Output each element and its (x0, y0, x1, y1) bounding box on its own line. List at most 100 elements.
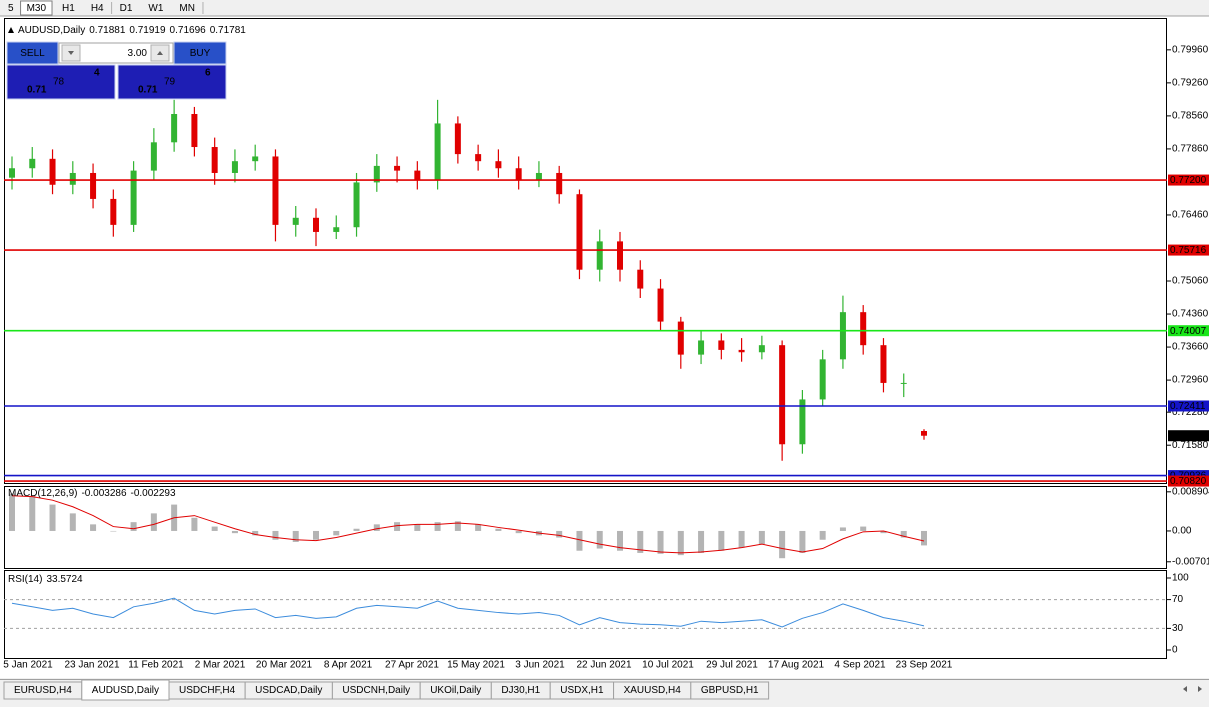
histogram-bar (819, 530, 826, 540)
symbol-tab-bg[interactable] (690, 681, 770, 700)
histogram-bar (495, 528, 502, 531)
symbol-tab-label[interactable]: AUDUSD,Daily (92, 685, 159, 696)
price-box[interactable]: 0.71 78 4 (6, 64, 116, 100)
histogram-bar (9, 493, 15, 531)
period-button[interactable]: 5 (2, 1, 20, 15)
x-tick-label: 2 Mar 2021 (195, 660, 246, 671)
candle-body (130, 170, 137, 225)
buy-button-bg[interactable] (173, 41, 227, 65)
symbol-tab-label[interactable]: DJ30,H1 (501, 685, 540, 696)
symbol-tab[interactable]: GBPUSD,H1 (690, 681, 770, 700)
histogram-bar (900, 530, 907, 538)
histogram-bar (698, 530, 705, 553)
period-button[interactable]: W1 (142, 1, 169, 15)
y-tick-label: 0.75060 (1172, 276, 1209, 287)
symbol-tab-label[interactable]: USDCNH,Daily (342, 685, 410, 696)
histogram-bar (69, 513, 76, 531)
period-button-bg[interactable] (20, 0, 53, 16)
buy-button[interactable]: BUY (173, 41, 227, 65)
price-prefix[interactable]: 0.71 (27, 85, 47, 96)
period-label[interactable]: W1 (148, 3, 163, 14)
x-tick-label: 3 Jun 2021 (515, 660, 565, 671)
symbol-tab[interactable]: USDCAD,Daily (244, 681, 333, 700)
symbol-tab[interactable]: EURUSD,H4 (3, 681, 83, 700)
y-tick-label: 70 (1172, 594, 1184, 605)
histogram-bar (90, 524, 97, 531)
symbol-tab[interactable]: USDCNH,Daily (331, 681, 421, 700)
candle-body (779, 345, 786, 445)
price-box-bg[interactable] (117, 64, 227, 100)
candle-body (698, 340, 705, 355)
candle-body (191, 114, 198, 148)
indicator-value: -0.002293 (131, 488, 176, 499)
x-tick-label: 5 Jan 2021 (3, 660, 53, 671)
candle-body (758, 345, 765, 353)
candle-body (718, 340, 725, 350)
symbol-tab[interactable]: UKOil,Daily (419, 681, 492, 700)
symbol-tab-label[interactable]: USDCHF,H4 (179, 685, 236, 696)
price-box-bg[interactable] (6, 64, 116, 100)
histogram-bar (921, 530, 927, 546)
x-tick-label: 15 May 2021 (447, 660, 505, 671)
symbol-tab-label[interactable]: USDCAD,Daily (255, 685, 322, 696)
period-label[interactable]: M30 (27, 3, 47, 14)
symbol-tab-label[interactable]: USDX,H1 (560, 685, 604, 696)
price-big[interactable]: 79 (164, 77, 176, 88)
candle-body (819, 359, 826, 400)
symbol-tab-label[interactable]: UKOil,Daily (430, 685, 481, 696)
candle-body (231, 161, 238, 173)
period-button[interactable]: M30 (20, 0, 53, 16)
lot-input[interactable] (58, 42, 174, 64)
symbol-tab[interactable]: DJ30,H1 (490, 681, 551, 700)
y-tick-label: 0.79960 (1172, 44, 1209, 55)
tab-scroll-left[interactable] (1183, 686, 1187, 692)
buy-label[interactable]: BUY (190, 48, 211, 59)
price-prefix[interactable]: 0.71 (138, 85, 158, 96)
symbol-tab-label[interactable]: EURUSD,H4 (14, 685, 72, 696)
lot-value[interactable]: 3.00 (128, 48, 148, 59)
histogram-bar (617, 530, 623, 551)
price-small[interactable]: 4 (94, 68, 100, 79)
period-label[interactable]: 5 (8, 3, 14, 14)
price-box[interactable]: 0.71 79 6 (117, 64, 227, 100)
period-label[interactable]: H1 (62, 3, 75, 14)
symbol-tab[interactable]: XAUUSD,H4 (613, 681, 692, 700)
candle-body (49, 158, 56, 185)
lot-up-arrow[interactable] (157, 51, 163, 55)
histogram-bar (353, 528, 360, 531)
level-tag (1168, 244, 1209, 256)
sell-label[interactable]: SELL (20, 48, 45, 59)
symbol-tab[interactable]: AUDUSD,Daily (81, 679, 170, 701)
lot-down-arrow[interactable] (68, 51, 74, 55)
period-label[interactable]: D1 (120, 3, 133, 14)
symbol-tab[interactable]: USDCHF,H4 (168, 681, 246, 700)
period-button[interactable]: H4 (85, 1, 110, 15)
histogram-bar (799, 530, 806, 553)
period-button[interactable]: MN (173, 1, 201, 15)
signal-line (11, 495, 925, 554)
symbol-tab-label[interactable]: XAUUSD,H4 (624, 685, 682, 696)
period-button[interactable]: D1 (114, 1, 139, 15)
candle-body (596, 241, 603, 270)
period-label[interactable]: H4 (91, 3, 104, 14)
sell-button-bg[interactable] (6, 41, 59, 65)
symbol-tab[interactable]: USDX,H1 (549, 681, 615, 700)
price-big[interactable]: 78 (53, 77, 65, 88)
period-button[interactable]: H1 (56, 1, 81, 15)
x-tick-label: 22 Jun 2021 (576, 660, 631, 671)
tab-scroll-right[interactable] (1198, 686, 1202, 692)
price-small[interactable]: 6 (205, 68, 211, 79)
candle-body (110, 198, 117, 225)
sell-button[interactable]: SELL (6, 41, 59, 65)
y-tick-label: 0.73660 (1172, 342, 1209, 353)
candle-body (394, 165, 401, 171)
symbol-tab-label[interactable]: GBPUSD,H1 (701, 685, 759, 696)
ohlc-value: 0.71919 (129, 25, 166, 36)
histogram-bar (657, 530, 664, 554)
macd-panel (4, 486, 1167, 569)
collapse-arrow[interactable] (8, 27, 14, 33)
symbol-title: AUDUSD,Daily (18, 25, 85, 36)
candle-body (556, 172, 563, 195)
period-label[interactable]: MN (179, 3, 195, 14)
level-label: 0.72411 (1170, 401, 1206, 412)
